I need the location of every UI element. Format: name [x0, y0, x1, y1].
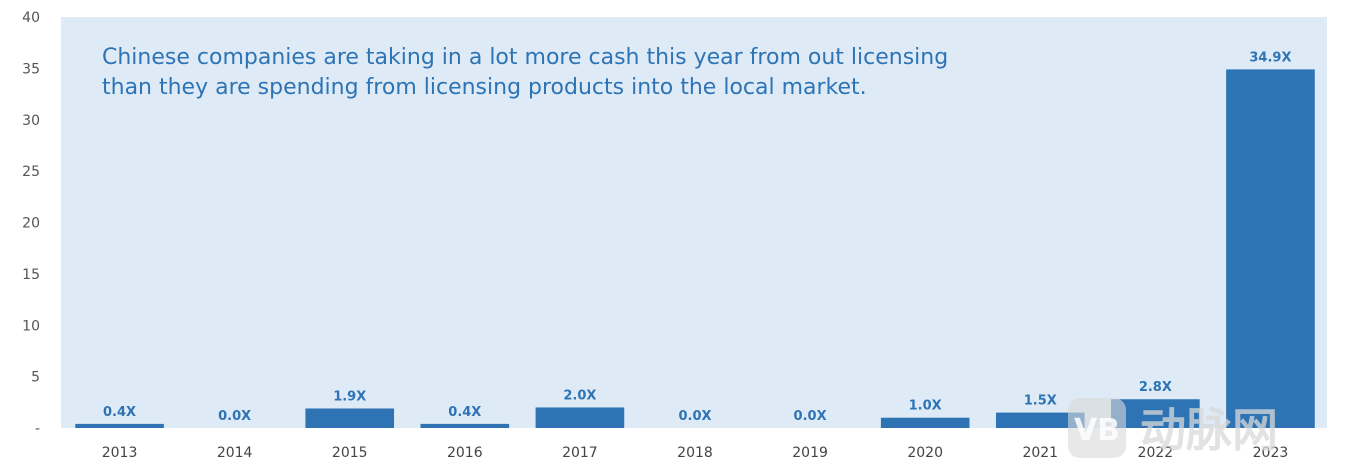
y-tick-label: 5 [31, 370, 40, 386]
y-tick-label: 25 [22, 164, 40, 180]
x-tick-label: 2023 [1253, 445, 1289, 461]
data-labels: 0.4X 0.0X 1.9X 0.4X 2.0X 0.0X 0.0X 1.0X 1.5X 2.8X… [103, 50, 1291, 424]
bar-2013 [75, 423, 164, 428]
bar-2016 [420, 423, 510, 428]
data-label-2014: 0.0X [218, 409, 251, 424]
y-axis-ticks: - 5 10 15 20 25 30 35 40 [22, 10, 40, 437]
bar-2021 [995, 412, 1085, 428]
annotation-line-1: Chinese companies are taking in a lot mo… [102, 45, 948, 70]
x-tick-label: 2019 [792, 445, 828, 461]
y-tick-label: 10 [22, 318, 40, 334]
data-label-2019: 0.0X [794, 409, 827, 424]
bar-2017 [535, 407, 625, 428]
chart-annotation: Chinese companies are taking in a lot mo… [102, 45, 955, 100]
x-tick-label: 2022 [1138, 445, 1174, 461]
x-tick-label: 2014 [217, 445, 253, 461]
data-label-2016: 0.4X [448, 405, 481, 420]
x-tick-label: 2021 [1022, 445, 1058, 461]
watermark-logo-icon [1068, 398, 1126, 458]
data-label-2015: 1.9X [333, 389, 366, 404]
watermark-logo-mark: VB [1074, 413, 1120, 448]
x-tick-label: 2018 [677, 445, 713, 461]
bar-2023 [1226, 69, 1315, 428]
data-label-2017: 2.0X [563, 388, 596, 403]
annotation-line-2: than they are spending from licensing pr… [102, 75, 867, 100]
data-label-2020: 1.0X [909, 399, 942, 414]
x-tick-label: 2020 [907, 445, 943, 461]
bar-2015 [305, 408, 395, 428]
x-tick-label: 2013 [102, 445, 138, 461]
y-tick-label: 30 [22, 113, 40, 129]
y-tick-label: 20 [22, 216, 40, 232]
watermark-text: 动脉网 [1140, 403, 1278, 457]
x-tick-label: 2015 [332, 445, 368, 461]
x-axis-ticks: 2013 2014 2015 2016 2017 2018 2019 2020 2021 2022… [102, 445, 1289, 461]
watermark-logo: VB 动脉网 [1068, 398, 1278, 458]
plot-background [61, 17, 1327, 428]
data-label-2013: 0.4X [103, 405, 136, 420]
y-tick-label: 35 [22, 61, 40, 77]
data-label-2021: 1.5X [1024, 394, 1057, 409]
y-tick-label: 15 [22, 267, 40, 283]
y-tick-label: 40 [22, 10, 40, 26]
data-label-2023: 34.9X [1249, 50, 1291, 65]
x-tick-label: 2016 [447, 445, 483, 461]
data-label-2022: 2.8X [1139, 380, 1172, 395]
bars [75, 69, 1315, 428]
data-label-2018: 0.0X [678, 409, 711, 424]
bar-2020 [880, 417, 970, 428]
x-tick-label: 2017 [562, 445, 598, 461]
y-tick-label: - [35, 421, 40, 437]
